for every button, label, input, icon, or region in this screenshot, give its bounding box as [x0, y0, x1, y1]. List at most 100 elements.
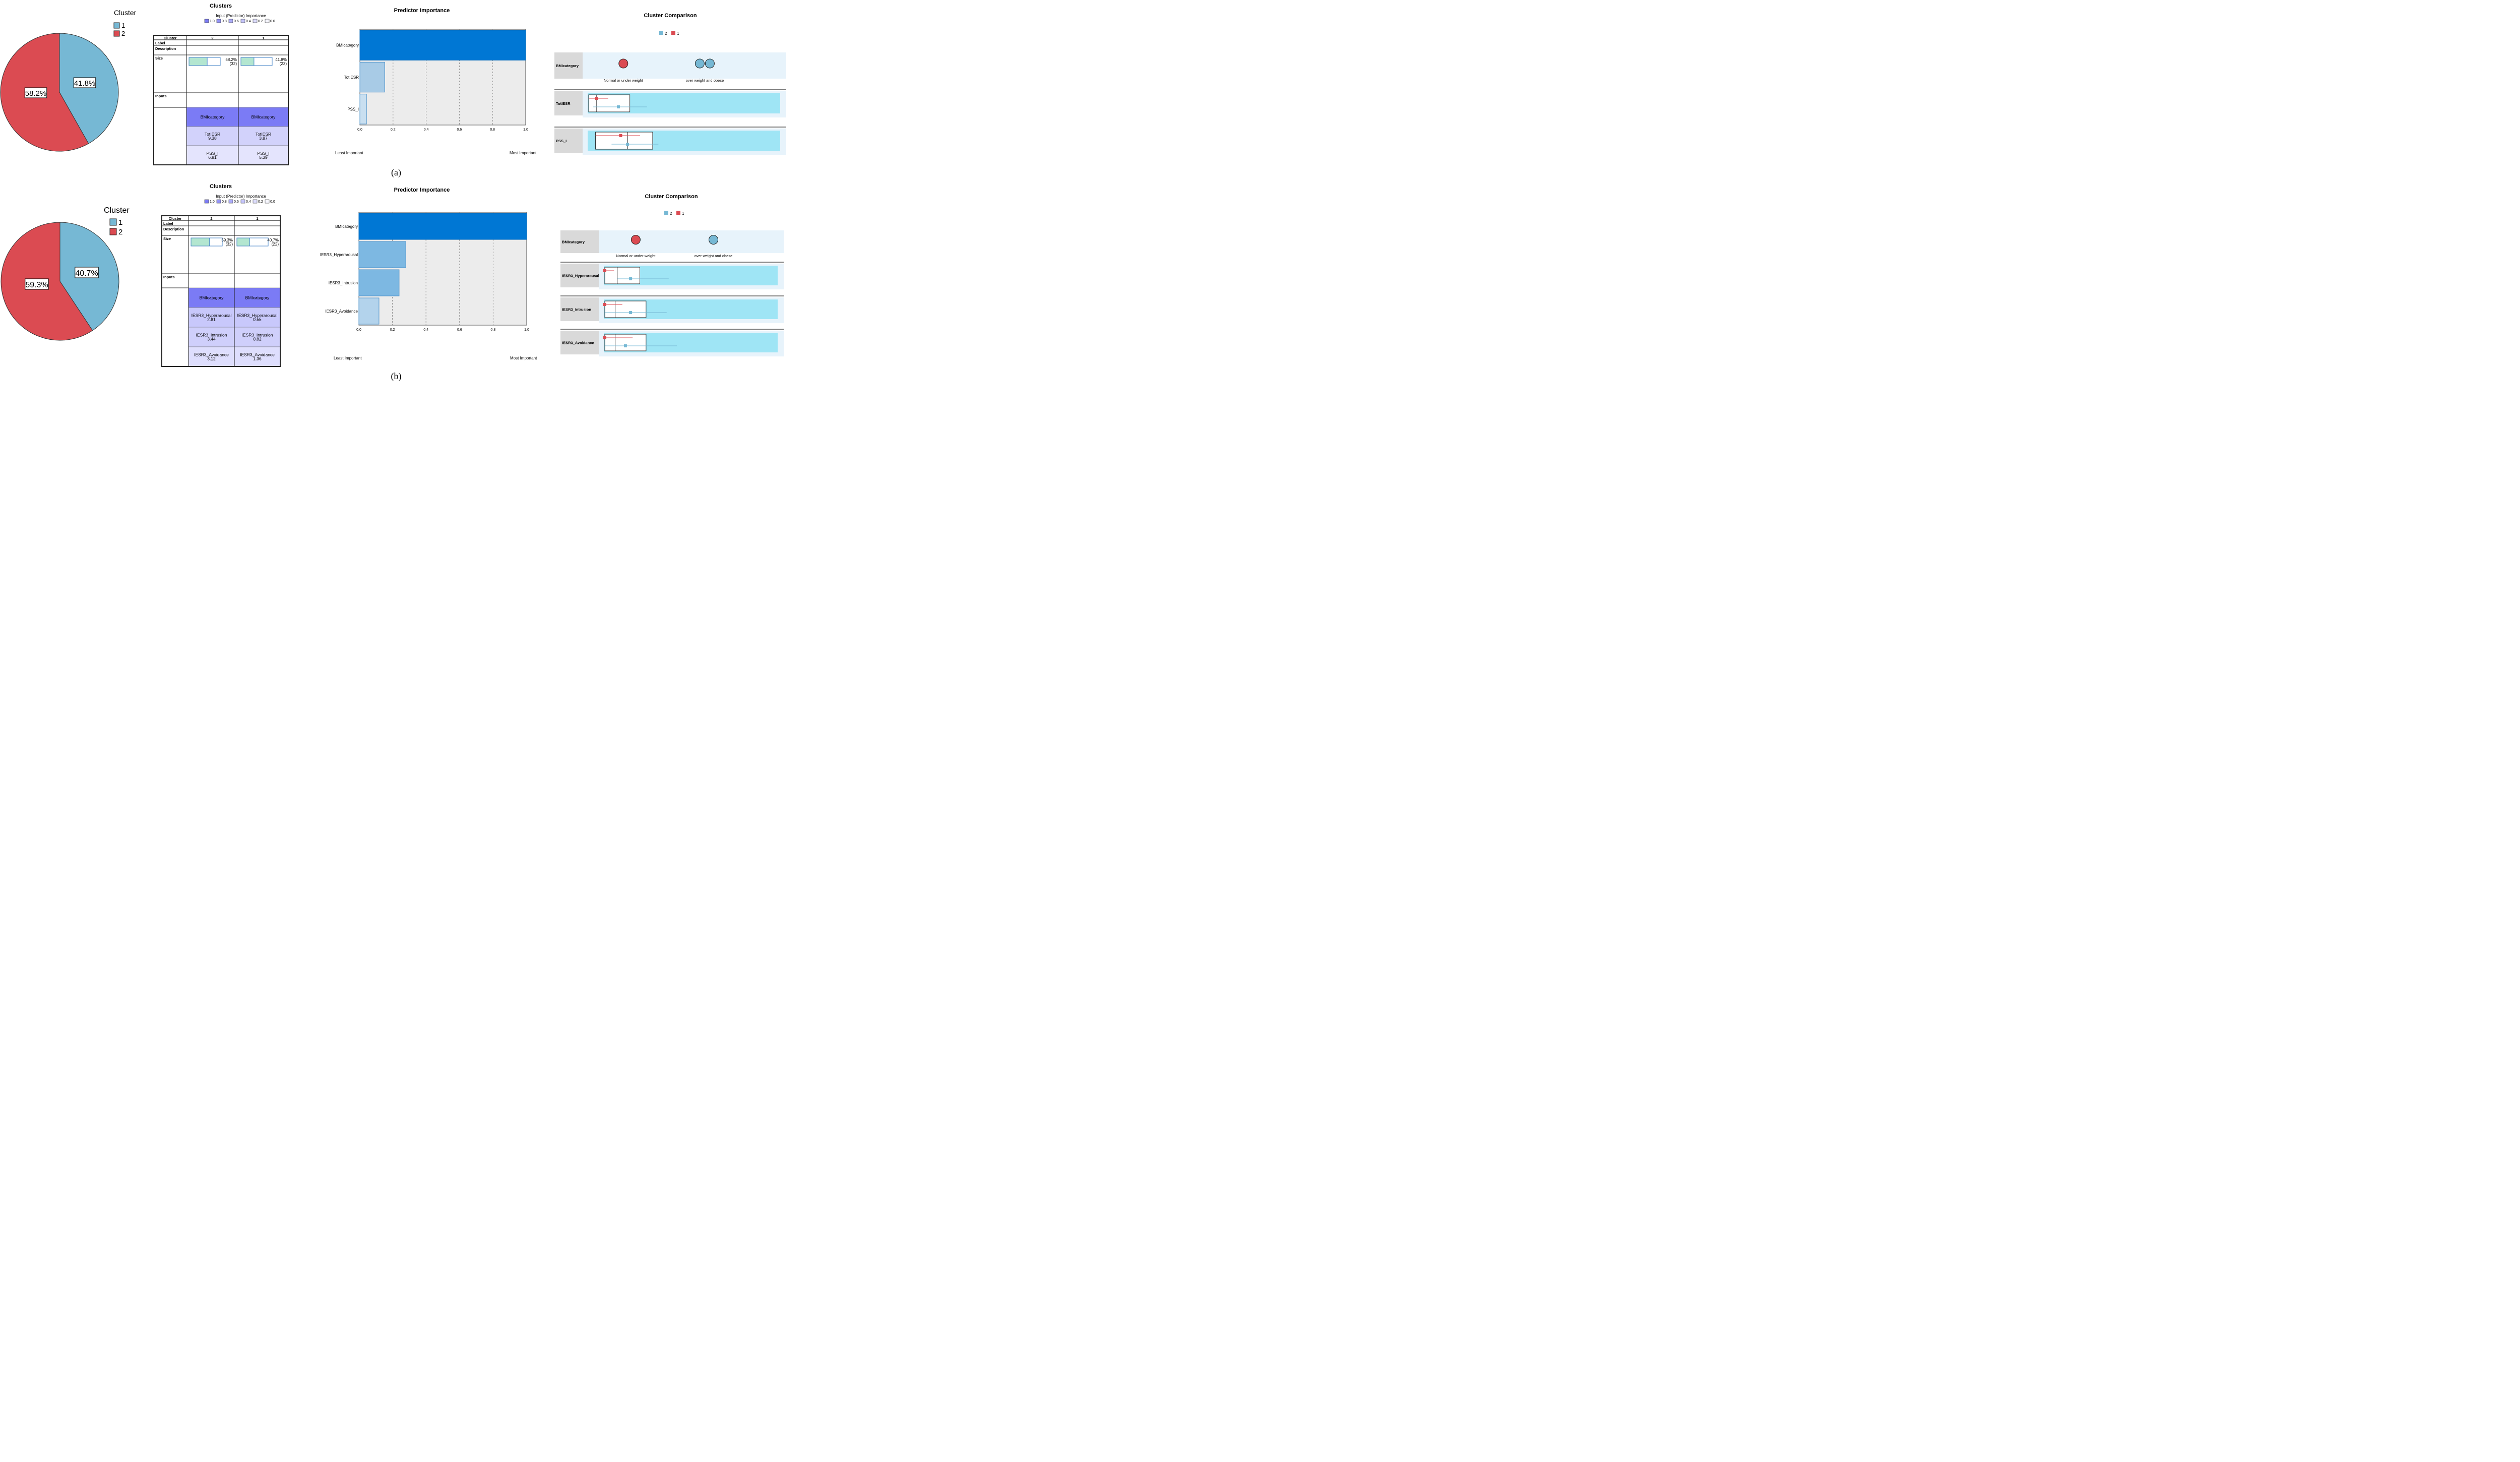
bar [358, 213, 527, 240]
input-cell [238, 107, 289, 127]
variable-label-bg [554, 52, 583, 79]
importance-title: Input (Predictor) Importance [216, 14, 266, 18]
pie-slice-label: 59.3% [25, 281, 48, 289]
chart-title: Predictor Importance [394, 187, 450, 193]
bar [359, 62, 385, 93]
x-tick-label: 0.4 [424, 128, 429, 132]
header-col: 1 [256, 216, 258, 221]
bar [359, 94, 367, 125]
pie-legend-swatch [109, 228, 117, 235]
input-cell [234, 287, 281, 308]
cluster-comparison: Cluster Comparison 2 1 BMIcategory Normal or… [560, 194, 784, 356]
pie-label-box [75, 267, 99, 278]
axis-label-least: Least Important [334, 356, 362, 360]
importance-swatch [253, 199, 258, 204]
importance-swatch [228, 199, 233, 204]
box [595, 132, 653, 150]
size-count: (32) [230, 62, 237, 66]
size-count: (23) [280, 62, 287, 66]
input-cell [188, 287, 235, 308]
input-value: 3.44 [207, 337, 216, 342]
importance-label: 0.0 [270, 200, 275, 204]
box [604, 300, 647, 318]
row-label: Size [155, 56, 163, 60]
variable-label-bg [560, 230, 599, 253]
pie-legend-title: Cluster [114, 9, 137, 17]
input-value: 5.39 [259, 155, 268, 160]
input-name: BMIcategory [251, 114, 276, 119]
input-cell [186, 107, 239, 127]
row-label: Inputs [155, 94, 167, 98]
category-marker [631, 235, 641, 245]
importance-label: 0.2 [258, 200, 263, 204]
x-tick-label: 0.4 [423, 328, 428, 332]
pie-legend-label: 2 [118, 228, 122, 236]
category-marker [705, 58, 715, 69]
size-percent: 58.2% [225, 57, 237, 62]
input-value: 1.36 [253, 356, 262, 361]
x-tick-label: 0.8 [490, 128, 495, 132]
variable-label-bg [554, 91, 583, 115]
input-value: 0.55 [253, 317, 262, 322]
importance-label: 0.0 [270, 20, 275, 23]
importance-swatch [265, 199, 270, 204]
input-name: IESR3_Hyperarousal [192, 313, 232, 318]
importance-chart: Predictor Importance 0.0 0.2 0.4 0.6 0.8 1.0 BM… [320, 187, 537, 360]
row-label: Label [155, 41, 165, 45]
importance-swatch [228, 19, 233, 23]
pie-slice-label: 40.7% [75, 269, 98, 278]
category-label: TotIESR [344, 75, 359, 80]
input-cell [234, 346, 281, 367]
mean-marker [619, 134, 622, 137]
comparison-legend-swatch [659, 31, 663, 35]
importance-swatch [240, 19, 245, 23]
header-cluster: Cluster [169, 216, 182, 221]
importance-swatch [240, 199, 245, 204]
pie-slice-label: 58.2% [25, 89, 47, 98]
importance-swatch [204, 19, 209, 23]
importance-swatch [216, 199, 221, 204]
comparison-legend-label: 1 [682, 211, 684, 216]
category-marker [695, 58, 705, 69]
pie-legend-swatch [113, 22, 120, 29]
size-bar-fill [236, 237, 250, 247]
x-tick-label: 0.6 [457, 328, 462, 332]
categorical-band [583, 52, 786, 79]
pie-slice-label: 41.8% [74, 79, 96, 88]
row-label: Inputs [163, 275, 175, 279]
category-axis-label: Normal or under weight [616, 254, 656, 258]
row-label: Description [155, 46, 176, 51]
box [604, 334, 647, 351]
importance-label: 0.6 [234, 20, 239, 23]
mean-marker [626, 143, 629, 146]
bar [359, 30, 526, 60]
importance-label: 0.8 [222, 200, 227, 204]
category-marker [618, 58, 628, 69]
comparison-legend-swatch [676, 211, 680, 215]
x-tick-label: 0.6 [457, 128, 462, 132]
header-col: 1 [262, 36, 264, 40]
x-tick-label: 0.2 [390, 328, 395, 332]
bar [358, 297, 380, 325]
input-value: 0.82 [253, 337, 262, 342]
category-axis-label: over weight and obese [695, 254, 732, 258]
pie-label-box [25, 278, 49, 290]
header-col: 2 [210, 216, 212, 221]
pie-label-box [73, 77, 96, 88]
size-percent: 59.3% [221, 238, 233, 242]
pie-chart: 41.8% 58.2% Cluster 12 [0, 9, 137, 152]
mean-marker [603, 269, 606, 272]
comparison-legend-swatch [664, 211, 668, 215]
comparison-title: Cluster Comparison [645, 194, 698, 200]
bar [358, 269, 400, 296]
axis-label-least: Least Important [335, 151, 363, 155]
mean-marker [595, 97, 598, 100]
x-tick-label: 0.8 [491, 328, 496, 332]
input-cell [234, 307, 281, 328]
header-cluster: Cluster [164, 36, 177, 40]
comparison-title: Cluster Comparison [644, 13, 697, 19]
input-value: 2.81 [207, 317, 216, 322]
input-name: PSS_I [206, 151, 218, 156]
input-name: BMIcategory [200, 295, 224, 300]
